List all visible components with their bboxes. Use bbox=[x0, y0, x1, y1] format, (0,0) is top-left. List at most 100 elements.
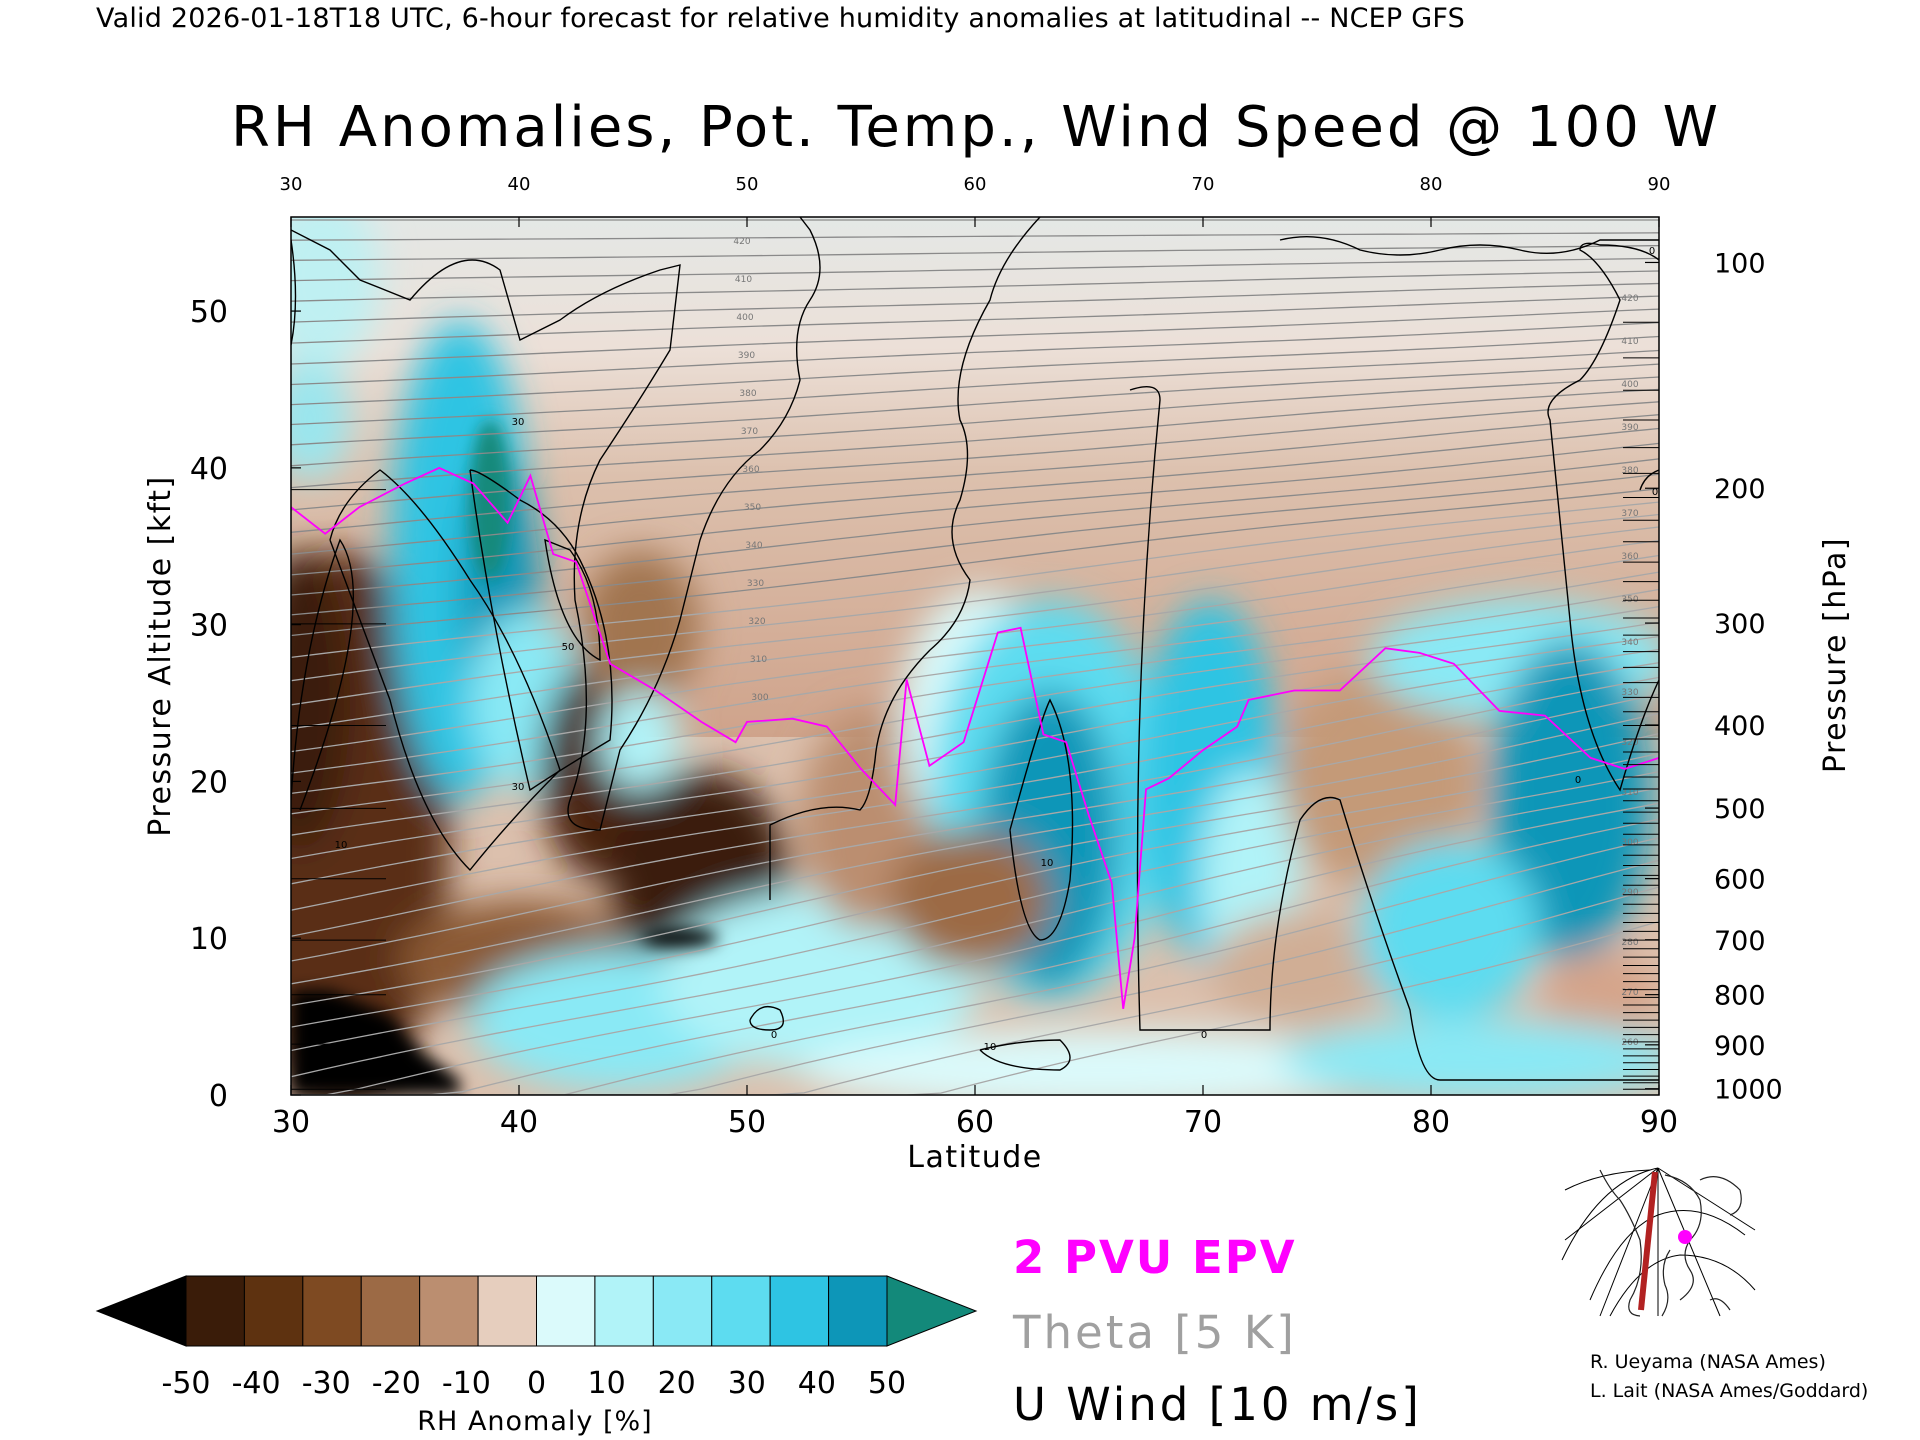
colorbar-swatch bbox=[536, 1275, 596, 1347]
wind-contour-label: 0 bbox=[1575, 775, 1581, 786]
legend-u-wind: U Wind [10 m/s] bbox=[1013, 1378, 1422, 1431]
credit-line-1: R. Ueyama (NASA Ames) bbox=[1590, 1351, 1826, 1373]
colorbar-tick-label: 20 bbox=[658, 1366, 696, 1401]
theta-label-mid: 320 bbox=[748, 617, 765, 627]
theta-contour bbox=[291, 635, 1659, 860]
valid-time-line: Valid 2026-01-18T18 UTC, 6-hour forecast… bbox=[96, 3, 1465, 34]
colorbar-swatch bbox=[769, 1275, 830, 1347]
epv-2pvu-line bbox=[291, 466, 1659, 1009]
credits: R. Ueyama (NASA Ames) L. Lait (NASA Ames… bbox=[1590, 1348, 1868, 1406]
theta-contour bbox=[291, 442, 1659, 576]
wind-contour-label: 10 bbox=[1041, 858, 1054, 869]
theta-label: 270 bbox=[1621, 988, 1638, 998]
theta-contour bbox=[291, 376, 1659, 467]
wind-contour-label: 0 bbox=[1201, 1030, 1207, 1041]
theta-contour bbox=[291, 662, 1659, 911]
y-tick-label: 50 bbox=[190, 295, 228, 330]
theta-label: 260 bbox=[1621, 1038, 1638, 1048]
legend-theta: Theta [5 K] bbox=[1012, 1306, 1297, 1359]
x-tick-label: 80 bbox=[1412, 1105, 1450, 1140]
theta-contour bbox=[291, 458, 1659, 596]
rh-colorbar: -50 -40 -30 -20 -10 0 10 20 30 40 50 bbox=[95, 1275, 978, 1401]
theta-contour bbox=[291, 770, 1659, 1052]
theta-contour bbox=[291, 270, 1659, 302]
wind-contour bbox=[1639, 469, 1659, 491]
colorbar-swatch bbox=[711, 1275, 771, 1347]
pressure-tick-label: 700 bbox=[1714, 926, 1766, 957]
theta-label: 290 bbox=[1621, 888, 1638, 898]
colorbar-swatch bbox=[243, 1275, 304, 1347]
theta-label-mid: 400 bbox=[736, 313, 753, 323]
x-tick-label: 70 bbox=[1184, 1105, 1222, 1140]
wind-contour bbox=[1279, 236, 1659, 256]
x-tick-label: 50 bbox=[728, 1105, 766, 1140]
theta-contour bbox=[291, 648, 1659, 885]
theta-contour bbox=[291, 427, 1659, 555]
legend-epv: 2 PVU EPV bbox=[1013, 1231, 1297, 1284]
theta-contour bbox=[291, 818, 1659, 1095]
x-tick-label: 30 bbox=[272, 1105, 310, 1140]
wind-contour-label: 0 bbox=[1652, 487, 1658, 498]
wind-contour-label: 30 bbox=[512, 782, 525, 793]
cross-section-path bbox=[1638, 1171, 1658, 1311]
pressure-tick-label: 400 bbox=[1714, 711, 1766, 742]
colorbar-tick-label: -30 bbox=[302, 1366, 351, 1401]
theta-label-mid: 390 bbox=[738, 351, 755, 361]
theta-label: 330 bbox=[1621, 688, 1638, 698]
x-top-tick-label: 70 bbox=[1192, 174, 1215, 195]
colorbar-tick-label: -20 bbox=[372, 1366, 421, 1401]
colorbar-swatch bbox=[477, 1275, 538, 1347]
theta-contour bbox=[291, 244, 1659, 261]
colorbar-swatch bbox=[185, 1275, 245, 1347]
theta-contour bbox=[291, 676, 1659, 937]
colorbar-swatch bbox=[360, 1275, 421, 1347]
theta-contour bbox=[291, 401, 1659, 511]
theta-contour bbox=[291, 473, 1659, 616]
theta-contour bbox=[291, 335, 1659, 406]
colorbar-tick-label: 10 bbox=[588, 1366, 626, 1401]
wind-contour bbox=[1547, 242, 1659, 792]
theta-label: 380 bbox=[1621, 466, 1638, 476]
wind-contour bbox=[291, 239, 297, 346]
x-axis-label: Latitude bbox=[907, 1140, 1042, 1175]
pressure-axis-label: Pressure [hPa] bbox=[1818, 537, 1853, 773]
theta-contour bbox=[291, 837, 1659, 1095]
x-top-tick-label: 90 bbox=[1648, 174, 1671, 195]
colorbar-tick-label: 30 bbox=[728, 1366, 766, 1401]
pressure-tick-label: 900 bbox=[1714, 1031, 1766, 1062]
colorbar-swatch bbox=[594, 1275, 654, 1347]
wind-contour bbox=[544, 538, 601, 662]
x-top-tick-label: 40 bbox=[508, 174, 531, 195]
colorbar-tick-label: 40 bbox=[798, 1366, 836, 1401]
colorbar-tick-label: -50 bbox=[162, 1366, 211, 1401]
locator-map bbox=[1555, 1166, 1756, 1317]
theta-label: 390 bbox=[1621, 423, 1638, 433]
theta-label-mid: 380 bbox=[739, 389, 756, 399]
theta-contour bbox=[291, 414, 1659, 533]
theta-contour bbox=[291, 920, 1659, 1095]
theta-label-mid: 410 bbox=[735, 275, 752, 285]
theta-contour bbox=[291, 232, 1659, 241]
pressure-axis-ticks: 1000 900 800 700 600 500 400 300 200 100 bbox=[1645, 248, 1783, 1106]
theta-contour bbox=[291, 513, 1659, 682]
credit-line-2: L. Lait (NASA Ames/Goddard) bbox=[1590, 1380, 1869, 1402]
colorbar-min-arrow bbox=[95, 1275, 187, 1347]
map-marker bbox=[1678, 1230, 1692, 1244]
theta-label-mid: 420 bbox=[733, 237, 750, 247]
theta-contour bbox=[291, 526, 1659, 706]
theta-label-mid: 310 bbox=[750, 655, 767, 665]
x-axis-top-ticks: 30 40 50 60 70 80 90 bbox=[280, 174, 1671, 195]
theta-contour bbox=[291, 802, 1659, 1095]
theta-contour bbox=[291, 388, 1659, 489]
pressure-tick-label: 200 bbox=[1714, 474, 1766, 505]
x-tick-label: 90 bbox=[1640, 1105, 1678, 1140]
y-tick-label: 40 bbox=[190, 452, 228, 487]
theta-contour bbox=[291, 752, 1659, 1028]
theta-contour bbox=[291, 308, 1659, 365]
theta-contour-labels: 260 270 280 290 300 310 320 330 340 350 360 370 380 3… bbox=[733, 237, 1638, 1048]
chart-title: RH Anomalies, Pot. Temp., Wind Speed @ 1… bbox=[231, 95, 1721, 160]
pressure-tick-label: 1000 bbox=[1714, 1075, 1783, 1106]
theta-label: 310 bbox=[1621, 788, 1638, 798]
y-tick-label: 30 bbox=[190, 609, 228, 644]
